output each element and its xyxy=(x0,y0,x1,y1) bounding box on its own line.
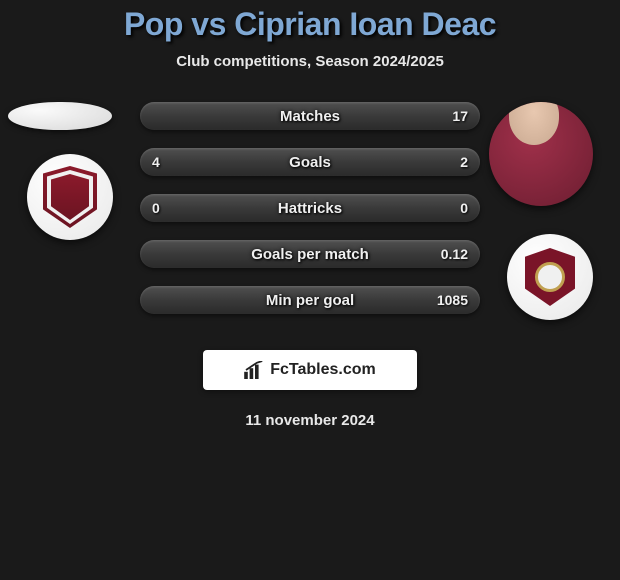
stat-row: 4 Goals 2 xyxy=(140,148,480,176)
stat-right-value: 0 xyxy=(460,200,468,216)
stat-label: Matches xyxy=(280,108,340,125)
club-left-badge xyxy=(27,154,113,240)
shield-icon xyxy=(43,166,97,228)
stat-row: Goals per match 0.12 xyxy=(140,240,480,268)
stats-area: Matches 17 4 Goals 2 0 Hattricks 0 Goals… xyxy=(0,102,620,332)
page-title: Pop vs Ciprian Ioan Deac xyxy=(124,6,496,43)
generated-date: 11 november 2024 xyxy=(245,412,374,429)
bar-chart-icon xyxy=(244,361,266,379)
stat-right-value: 0.12 xyxy=(441,246,468,262)
stat-left-value: 0 xyxy=(152,200,160,216)
stat-label: Goals xyxy=(289,154,331,171)
stat-right-value: 1085 xyxy=(437,292,468,308)
crest-circle-icon xyxy=(535,262,565,292)
comparison-card: Pop vs Ciprian Ioan Deac Club competitio… xyxy=(0,0,620,429)
stat-row: Min per goal 1085 xyxy=(140,286,480,314)
stat-right-value: 17 xyxy=(452,108,468,124)
stat-label: Hattricks xyxy=(278,200,342,217)
player-left-photo xyxy=(8,102,112,130)
stat-right-value: 2 xyxy=(460,154,468,170)
player-right-photo xyxy=(489,102,593,206)
watermark-brand: FcTables.com xyxy=(270,361,376,379)
club-right-badge xyxy=(507,234,593,320)
stat-label: Goals per match xyxy=(251,246,369,263)
stat-label: Min per goal xyxy=(266,292,354,309)
shield-icon xyxy=(525,248,575,306)
subtitle: Club competitions, Season 2024/2025 xyxy=(176,53,444,70)
stat-row: Matches 17 xyxy=(140,102,480,130)
stat-bars: Matches 17 4 Goals 2 0 Hattricks 0 Goals… xyxy=(140,102,480,314)
stat-row: 0 Hattricks 0 xyxy=(140,194,480,222)
watermark: FcTables.com xyxy=(203,350,417,390)
stat-left-value: 4 xyxy=(152,154,160,170)
